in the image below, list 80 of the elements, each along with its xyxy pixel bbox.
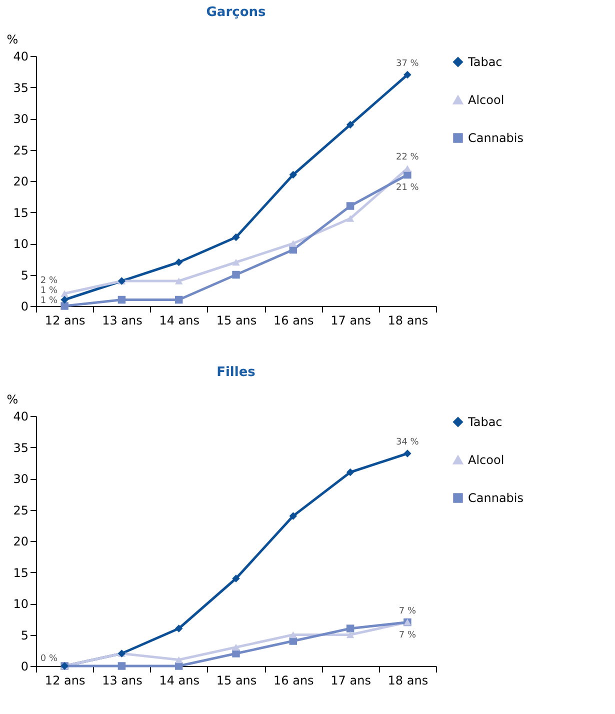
y-tick-label: 40 <box>13 50 28 64</box>
x-tick-label: 13 ans <box>102 314 142 328</box>
point <box>60 296 68 304</box>
point <box>289 170 298 179</box>
point <box>346 624 354 632</box>
y-axis-title: % <box>6 32 18 46</box>
x-tick-label: 18 ans <box>388 674 428 688</box>
point <box>232 233 240 242</box>
point <box>174 624 183 632</box>
y-tick-label: 10 <box>13 597 28 611</box>
y-tick-label: 0 <box>20 300 28 314</box>
point <box>346 202 354 210</box>
annotation: 7 % <box>398 606 416 616</box>
point <box>404 450 412 458</box>
y-tick-label: 25 <box>13 143 28 158</box>
point <box>60 302 68 310</box>
legend-label: Tabac <box>467 55 502 69</box>
legend-label: Alcool <box>468 93 504 107</box>
y-tick-label: 5 <box>20 628 28 642</box>
y-tick-label: 20 <box>13 174 28 188</box>
annotation: 34 % <box>396 438 420 448</box>
chart-title: Filles <box>216 365 256 380</box>
x-tick-label: 18 ans <box>388 314 428 328</box>
point <box>404 70 412 79</box>
point <box>346 631 354 638</box>
point <box>404 165 412 172</box>
point <box>346 120 354 129</box>
x-tick-label: 16 ans <box>273 314 314 328</box>
y-tick-label: 30 <box>13 112 28 126</box>
x-tick-label: 12 ans <box>44 314 86 328</box>
y-tick-label: 15 <box>13 206 28 220</box>
x-tick-label: 14 ans <box>159 674 200 688</box>
point <box>289 512 298 520</box>
point <box>118 296 126 304</box>
legend-label: Cannabis <box>468 491 524 505</box>
point <box>289 240 298 247</box>
point <box>232 258 240 266</box>
annotation: 21 % <box>396 182 420 193</box>
x-tick-label: 14 ans <box>159 314 200 328</box>
y-tick-label: 0 <box>20 660 28 674</box>
legend-label: Tabac <box>467 415 502 429</box>
annotation: 22 % <box>396 152 420 162</box>
annotation: 1 % <box>40 296 58 306</box>
annotation: 37 % <box>396 58 420 69</box>
point <box>232 644 240 651</box>
point <box>174 258 183 266</box>
point <box>346 468 354 476</box>
y-axis-title: % <box>6 392 18 406</box>
y-tick-label: 35 <box>13 440 28 455</box>
y-tick-label: 25 <box>13 503 28 518</box>
annotation: 1 % <box>40 286 58 296</box>
x-tick-label: 15 ans <box>216 314 257 328</box>
point <box>60 290 68 297</box>
legend-label: Cannabis <box>468 131 524 145</box>
y-tick-label: 40 <box>13 410 28 424</box>
chart-title: Garçons <box>206 5 266 20</box>
point <box>232 270 240 279</box>
annotation: 7 % <box>398 630 416 640</box>
x-tick-label: 17 ans <box>330 314 371 328</box>
point <box>174 296 183 304</box>
annotation: 0 % <box>40 654 58 664</box>
y-tick-label: 20 <box>13 534 28 548</box>
x-tick-label: 17 ans <box>330 674 371 688</box>
y-tick-label: 30 <box>13 472 28 486</box>
point <box>174 278 183 284</box>
legend-label: Alcool <box>468 453 504 467</box>
point <box>289 631 298 638</box>
point <box>346 215 354 222</box>
point <box>174 656 183 664</box>
y-tick-label: 35 <box>13 80 28 95</box>
y-tick-label: 10 <box>13 237 28 251</box>
y-tick-label: 5 <box>20 268 28 282</box>
x-tick-label: 16 ans <box>273 674 314 688</box>
point <box>118 662 126 670</box>
x-tick-label: 12 ans <box>44 674 86 688</box>
annotation: 2 % <box>40 276 58 286</box>
x-tick-label: 15 ans <box>216 674 257 688</box>
y-tick-label: 15 <box>13 566 28 580</box>
point <box>232 574 240 582</box>
x-tick-label: 13 ans <box>102 674 142 688</box>
